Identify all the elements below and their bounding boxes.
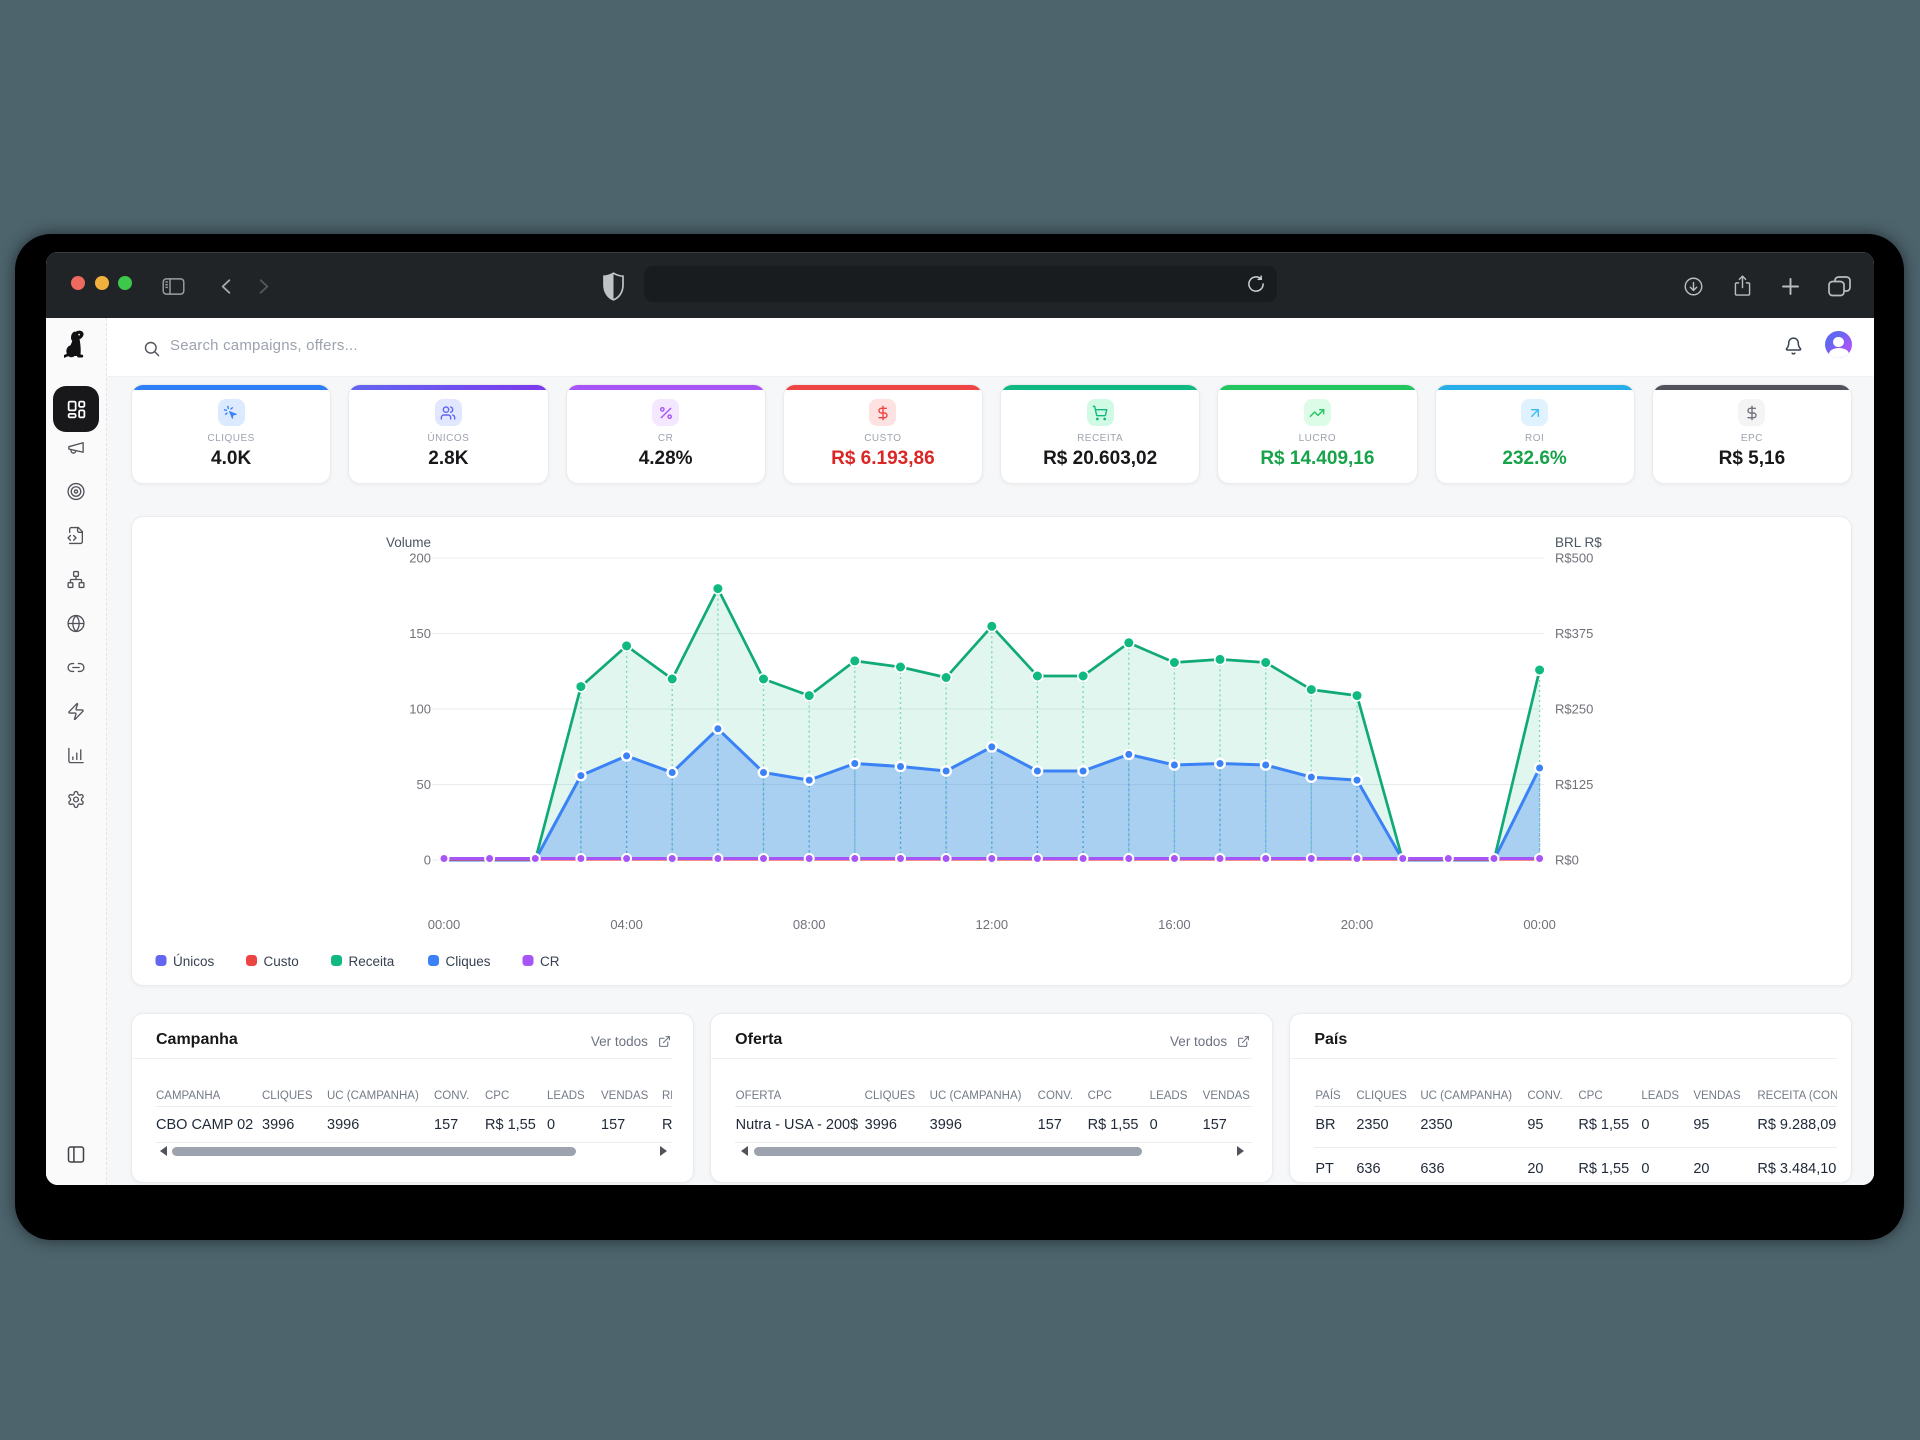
svg-text:Únicos: Únicos bbox=[173, 954, 215, 969]
svg-text:08:00: 08:00 bbox=[793, 917, 826, 932]
svg-text:200: 200 bbox=[409, 551, 431, 566]
svg-text:R$250: R$250 bbox=[1555, 702, 1593, 717]
svg-text:12:00: 12:00 bbox=[976, 917, 1009, 932]
svg-text:R$0: R$0 bbox=[1555, 853, 1579, 868]
svg-text:00:00: 00:00 bbox=[1523, 917, 1556, 932]
svg-text:Receita: Receita bbox=[349, 954, 395, 969]
svg-text:50: 50 bbox=[417, 777, 431, 792]
svg-text:150: 150 bbox=[409, 626, 431, 641]
svg-text:100: 100 bbox=[409, 702, 431, 717]
svg-text:04:00: 04:00 bbox=[610, 917, 643, 932]
svg-text:R$500: R$500 bbox=[1555, 551, 1593, 566]
svg-text:Volume: Volume bbox=[386, 535, 431, 550]
svg-text:0: 0 bbox=[424, 853, 431, 868]
svg-text:BRL R$: BRL R$ bbox=[1555, 535, 1602, 550]
svg-text:Cliques: Cliques bbox=[446, 954, 491, 969]
svg-text:20:00: 20:00 bbox=[1341, 917, 1374, 932]
svg-text:Custo: Custo bbox=[264, 954, 299, 969]
svg-text:16:00: 16:00 bbox=[1158, 917, 1191, 932]
svg-text:00:00: 00:00 bbox=[428, 917, 461, 932]
svg-text:R$125: R$125 bbox=[1555, 777, 1593, 792]
svg-text:CR: CR bbox=[540, 954, 560, 969]
svg-text:R$375: R$375 bbox=[1555, 626, 1593, 641]
